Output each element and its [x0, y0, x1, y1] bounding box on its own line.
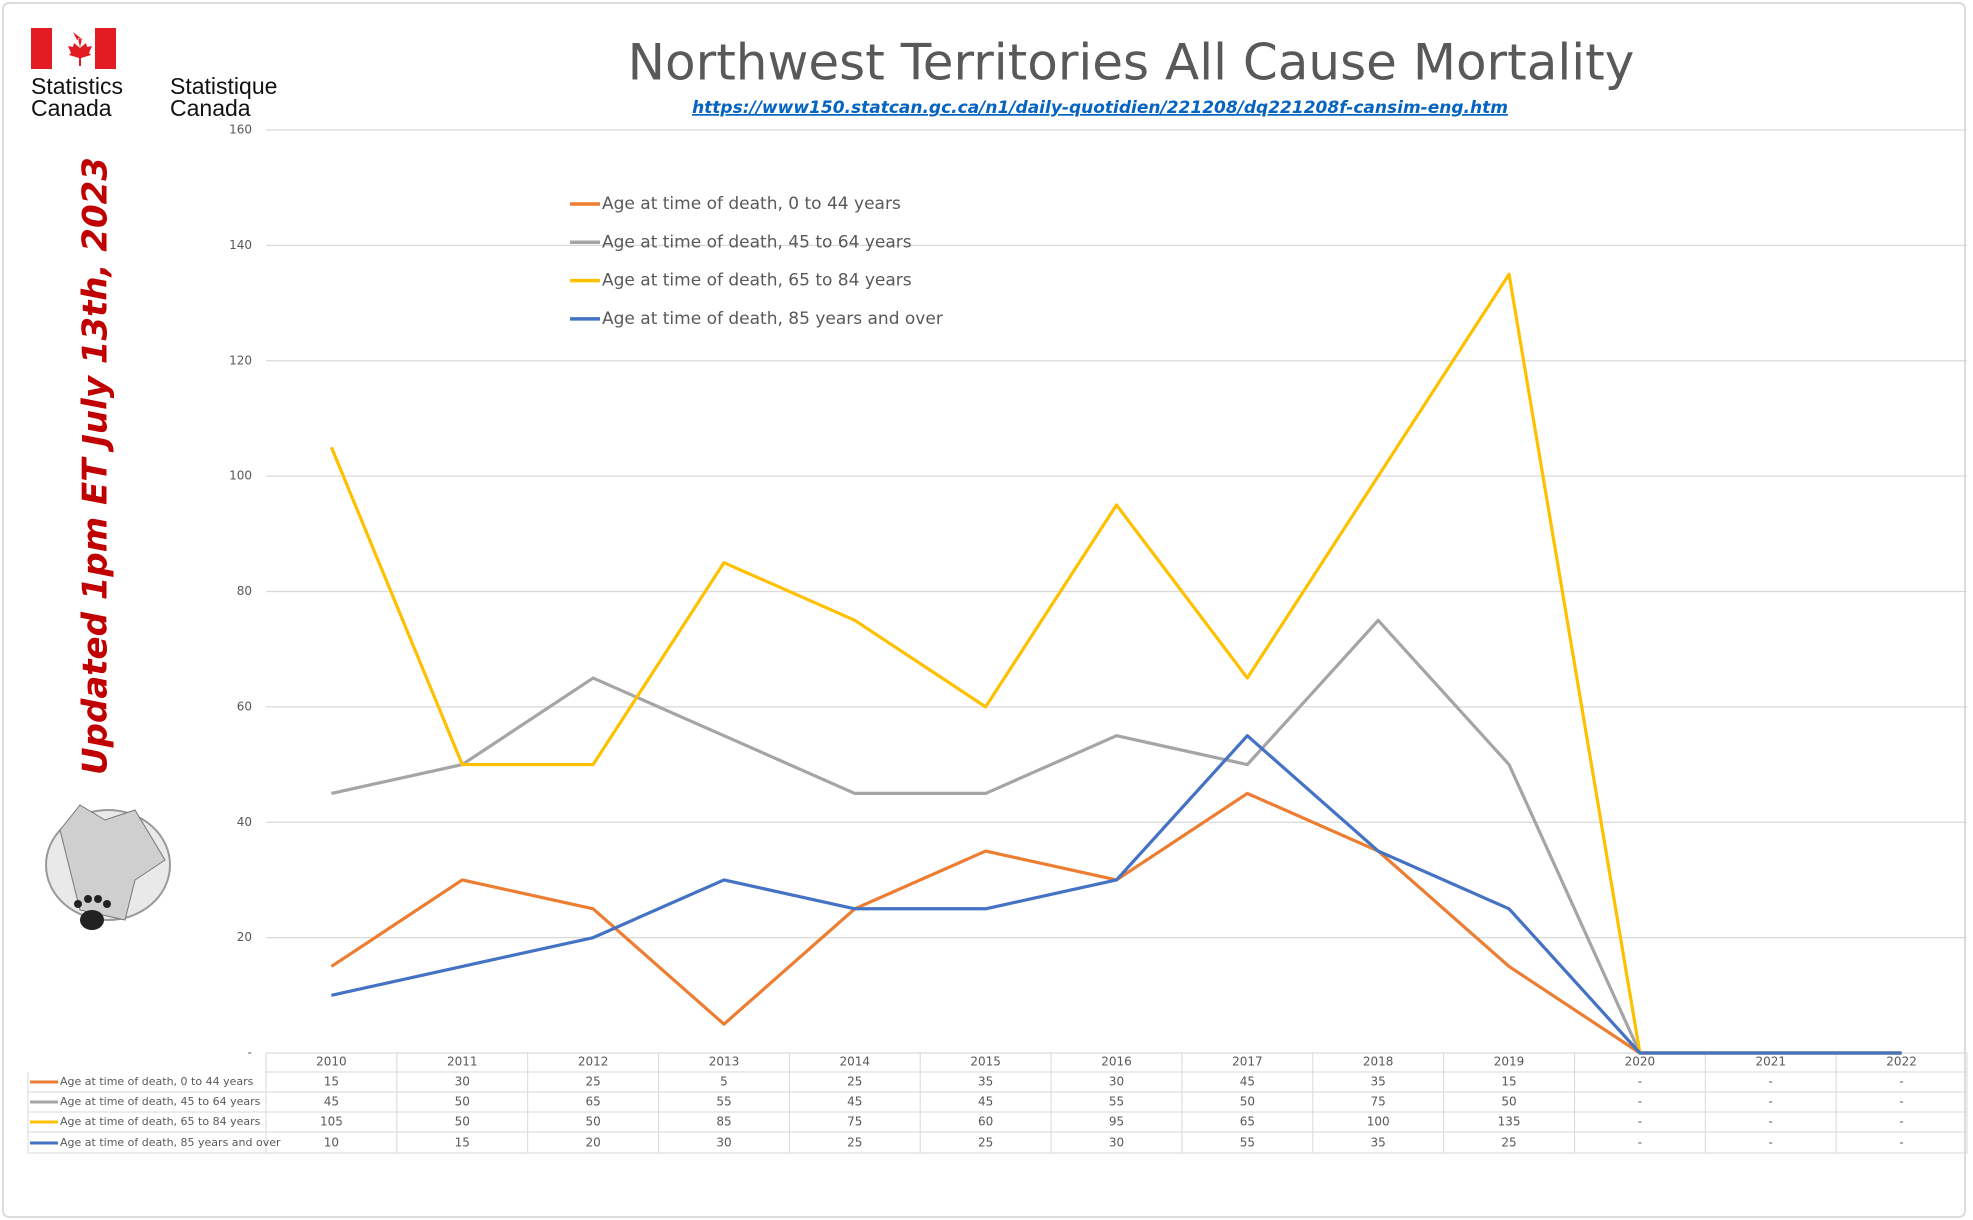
- table-cell: 25: [1501, 1136, 1516, 1150]
- wolf-logo: [45, 804, 171, 930]
- chart-title: Northwest Territories All Cause Mortalit…: [628, 34, 1635, 92]
- table-cell: 75: [1371, 1095, 1386, 1109]
- table-cell: 15: [1501, 1075, 1516, 1089]
- table-cell: 30: [455, 1075, 470, 1089]
- table-row-label: Age at time of death, 0 to 44 years: [60, 1075, 254, 1088]
- org-name: Canada: [31, 95, 112, 121]
- table-cell: 15: [455, 1136, 470, 1150]
- x-tick-label: 2016: [1101, 1055, 1132, 1069]
- y-tick-label: 60: [237, 699, 252, 713]
- table-cell: 50: [455, 1115, 470, 1129]
- table-cell: -: [1638, 1136, 1642, 1150]
- table-cell: 105: [320, 1115, 343, 1129]
- x-tick-label: 2014: [840, 1055, 871, 1069]
- table-cell: 20: [585, 1136, 600, 1150]
- table-cell: -: [1769, 1136, 1773, 1150]
- table-cell: -: [1638, 1075, 1642, 1089]
- table-cell: 45: [1240, 1075, 1255, 1089]
- org-name: Statistique: [170, 73, 277, 99]
- x-tick-label: 2022: [1886, 1055, 1917, 1069]
- legend-label: Age at time of death, 45 to 64 years: [602, 232, 912, 252]
- source-link[interactable]: https://www150.statcan.gc.ca/n1/daily-qu…: [692, 98, 1508, 118]
- legend-label: Age at time of death, 0 to 44 years: [602, 194, 901, 214]
- table-cell: 50: [1501, 1095, 1516, 1109]
- table-cell: -: [1899, 1095, 1903, 1109]
- table-cell: -: [1899, 1115, 1903, 1129]
- y-tick-label: 120: [229, 353, 252, 367]
- x-tick-label: 2011: [447, 1055, 478, 1069]
- x-tick-label: 2015: [970, 1055, 1001, 1069]
- y-tick-label: 80: [237, 584, 252, 598]
- table-cell: 35: [978, 1075, 993, 1089]
- table-cell: 35: [1371, 1075, 1386, 1089]
- x-tick-label: 2020: [1625, 1055, 1656, 1069]
- table-cell: 55: [1109, 1095, 1124, 1109]
- table-row-label: Age at time of death, 85 years and over: [60, 1136, 281, 1149]
- legend-label: Age at time of death, 85 years and over: [602, 309, 943, 329]
- table-cell: 5: [720, 1075, 728, 1089]
- table-cell: 50: [1240, 1095, 1255, 1109]
- y-tick-label: 160: [229, 123, 252, 137]
- table-cell: 25: [847, 1136, 862, 1150]
- table-cell: 30: [716, 1136, 731, 1150]
- y-tick-label: 100: [229, 469, 252, 483]
- y-tick-label: 140: [229, 238, 252, 252]
- table-row-label: Age at time of death, 65 to 84 years: [60, 1115, 261, 1128]
- table-cell: 50: [585, 1115, 600, 1129]
- table-cell: 10: [324, 1136, 339, 1150]
- legend-label: Age at time of death, 65 to 84 years: [602, 271, 912, 291]
- y-tick-label: 20: [237, 930, 252, 944]
- table-cell: 15: [324, 1075, 339, 1089]
- table-cell: 100: [1367, 1115, 1390, 1129]
- table-cell: 50: [455, 1095, 470, 1109]
- table-cell: 35: [1371, 1136, 1386, 1150]
- x-tick-label: 2012: [578, 1055, 609, 1069]
- x-tick-label: 2018: [1363, 1055, 1394, 1069]
- table-cell: 45: [847, 1095, 862, 1109]
- y-tick-label: -: [248, 1046, 252, 1060]
- table-cell: 65: [585, 1095, 600, 1109]
- org-name: Statistics: [31, 73, 123, 99]
- table-cell: -: [1899, 1075, 1903, 1089]
- table-cell: 55: [1240, 1136, 1255, 1150]
- table-cell: 45: [324, 1095, 339, 1109]
- table-cell: 55: [716, 1095, 731, 1109]
- x-tick-label: 2021: [1755, 1055, 1786, 1069]
- x-tick-label: 2010: [316, 1055, 347, 1069]
- table-cell: 25: [585, 1075, 600, 1089]
- table-cell: 30: [1109, 1136, 1124, 1150]
- table-cell: -: [1638, 1115, 1642, 1129]
- table-cell: 25: [847, 1075, 862, 1089]
- org-name: Canada: [170, 95, 251, 121]
- y-tick-label: 40: [237, 815, 252, 829]
- table-row-label: Age at time of death, 45 to 64 years: [60, 1095, 261, 1108]
- table-cell: 30: [1109, 1075, 1124, 1089]
- table-cell: 135: [1498, 1115, 1521, 1129]
- flag: [31, 28, 116, 69]
- table-cell: 75: [847, 1115, 862, 1129]
- x-tick-label: 2017: [1232, 1055, 1263, 1069]
- table-cell: 60: [978, 1115, 993, 1129]
- table-cell: 45: [978, 1095, 993, 1109]
- series-line: [331, 734, 1902, 1055]
- update-note: Updated 1pm ET July 13th, 2023: [76, 157, 116, 775]
- table-cell: 85: [716, 1115, 731, 1129]
- table-cell: -: [1769, 1075, 1773, 1089]
- table-cell: -: [1769, 1115, 1773, 1129]
- x-tick-label: 2019: [1494, 1055, 1525, 1069]
- table-cell: 65: [1240, 1115, 1255, 1129]
- x-tick-label: 2013: [709, 1055, 740, 1069]
- table-cell: -: [1769, 1095, 1773, 1109]
- table-cell: -: [1899, 1136, 1903, 1150]
- table-cell: -: [1638, 1095, 1642, 1109]
- table-cell: 25: [978, 1136, 993, 1150]
- table-cell: 95: [1109, 1115, 1124, 1129]
